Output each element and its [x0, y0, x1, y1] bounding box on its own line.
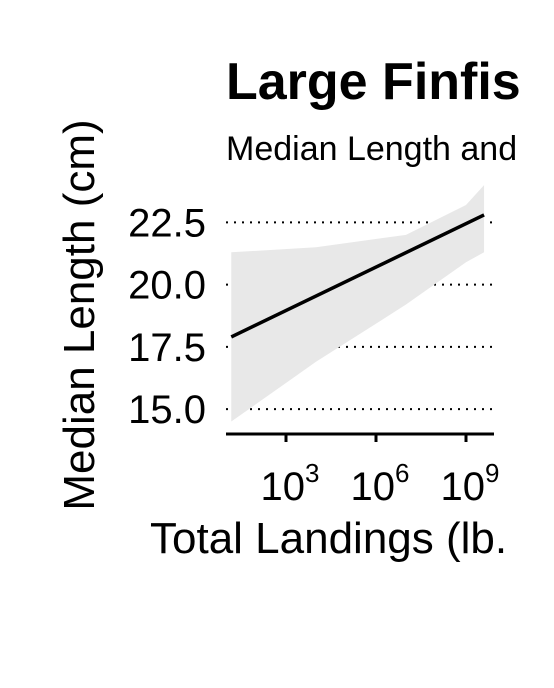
chart-title: Large Finfis	[226, 53, 521, 111]
fit-line	[230, 213, 485, 339]
x-axis-label: Total Landings (lb.	[150, 514, 508, 563]
x-tick-label: 106	[351, 458, 410, 509]
y-tick-label: 20.0	[128, 264, 206, 308]
chart-subtitle: Median Length and	[226, 130, 518, 168]
y-tick-label: 15.0	[128, 388, 206, 432]
y-tick-label: 17.5	[128, 326, 206, 370]
y-tick-label: 22.5	[128, 201, 206, 245]
confidence-band	[231, 185, 485, 422]
x-tick-label: 109	[441, 458, 500, 509]
x-tick-label: 103	[261, 458, 320, 509]
